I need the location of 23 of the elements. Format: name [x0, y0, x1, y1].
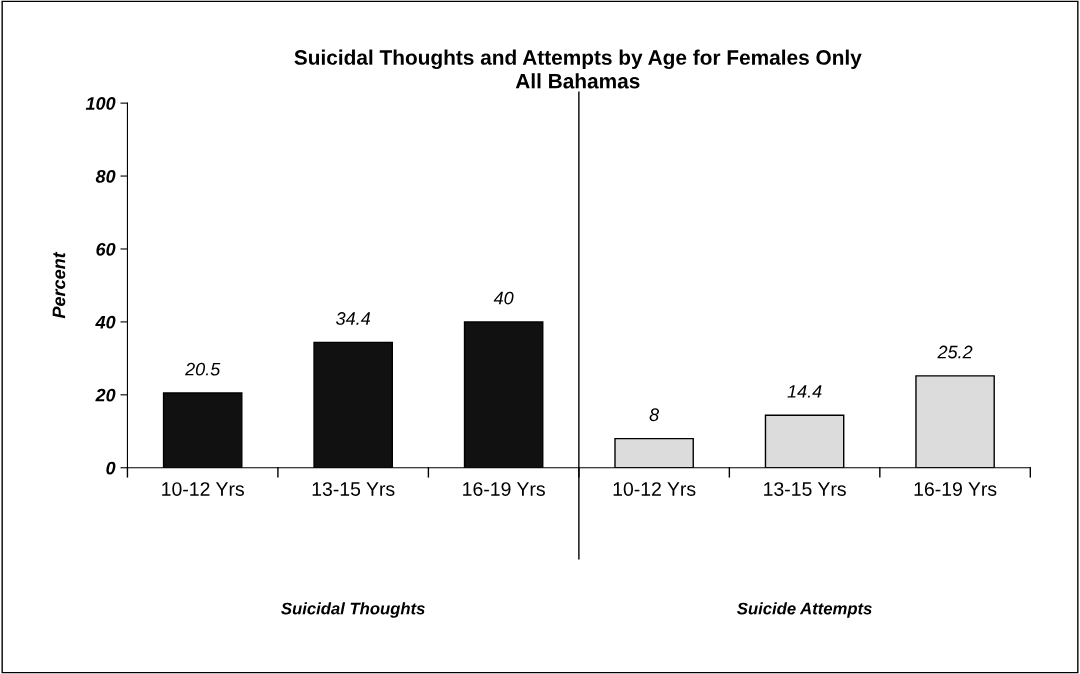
text: Suicide Attempts: [737, 602, 872, 618]
y-tick-label: 20: [95, 388, 116, 402]
y-tick-label: 60: [96, 242, 116, 256]
x-tick-label: 13-15 Yrs: [312, 482, 395, 496]
x-tick-label: 13-15 Yrs: [764, 482, 846, 496]
data-label: 40: [493, 291, 514, 305]
data-label: 14.4: [787, 385, 822, 398]
chart-subtitle: All Bahamas: [515, 73, 640, 89]
y-tick-label: 0: [106, 461, 116, 475]
data-label: 20.5: [185, 362, 221, 376]
chart-title: Suicidal Thoughts and Attempts by Age for Females Only: [294, 49, 862, 70]
data-label: 25.2: [937, 345, 973, 359]
y-tick-label: 40: [95, 315, 116, 329]
text: Suicidal Thoughts: [281, 602, 425, 618]
data-label: 34.4: [336, 312, 371, 325]
x-tick-label: 16-19 Yrs: [914, 482, 997, 496]
x-tick-label: 16-19 Yrs: [463, 482, 545, 496]
x-tick-label: 10-12 Yrs: [162, 482, 244, 496]
y-axis-title: Percent: [52, 251, 66, 319]
data-label: 8: [649, 408, 660, 422]
y-tick-label: 80: [95, 169, 116, 183]
x-tick-label: 10-12 Yrs: [613, 482, 696, 496]
y-tick-label: 100: [85, 97, 116, 110]
